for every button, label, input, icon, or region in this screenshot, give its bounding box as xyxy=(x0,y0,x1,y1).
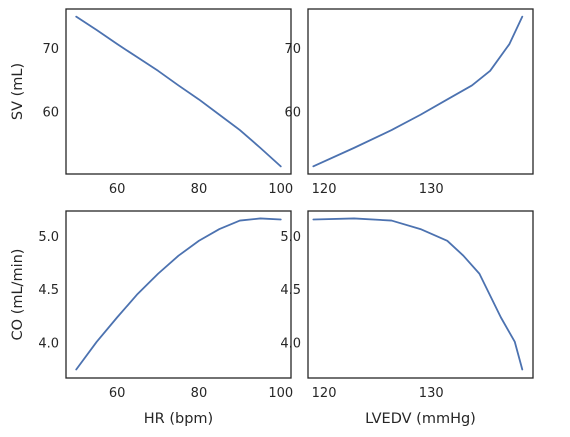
subplots: 60 80 100 60 70 SV (mL) 120 130 60 70 60 80 100 4.0 4.… xyxy=(10,8,534,427)
y-tick-label: 4.5 xyxy=(280,283,301,298)
subplot-4: 120 130 4.0 4.5 5.0 LVEDV (mmHg) xyxy=(280,210,534,427)
subplot-1: 60 80 100 60 70 SV (mL) xyxy=(10,8,293,197)
x-tick-label: 120 xyxy=(312,182,337,197)
x-axis-label: HR (bpm) xyxy=(144,411,213,427)
y-axis-label: CO (mL/min) xyxy=(10,249,26,341)
axes-frame xyxy=(307,210,534,379)
subplot-3: 60 80 100 4.0 4.5 5.0 HR (bpm) CO (mL/min) xyxy=(10,210,293,427)
y-tick-label: 5.0 xyxy=(38,230,59,245)
y-tick-label: 70 xyxy=(42,42,59,57)
x-tick-label: 100 xyxy=(268,182,293,197)
x-tick-label: 120 xyxy=(312,386,337,401)
axes-frame xyxy=(65,210,292,379)
y-tick-label: 70 xyxy=(284,42,301,57)
y-tick-label: 5.0 xyxy=(280,230,301,245)
x-tick-label: 80 xyxy=(191,386,208,401)
x-tick-label: 80 xyxy=(191,182,208,197)
x-tick-label: 130 xyxy=(419,386,444,401)
series-line-1 xyxy=(312,15,524,168)
x-tick-label: 100 xyxy=(268,386,293,401)
y-tick-label: 60 xyxy=(284,106,301,121)
x-tick-label: 60 xyxy=(109,386,126,401)
axes-frame xyxy=(307,8,534,175)
x-tick-label: 60 xyxy=(109,182,126,197)
y-tick-label: 4.5 xyxy=(38,283,59,298)
y-tick-label: 4.0 xyxy=(280,336,301,351)
series-line-1 xyxy=(75,15,282,168)
series-line-1 xyxy=(75,217,282,371)
y-tick-label: 60 xyxy=(42,106,59,121)
y-axis-label: SV (mL) xyxy=(10,63,26,120)
x-axis-label: LVEDV (mmHg) xyxy=(365,411,476,427)
x-tick-label: 130 xyxy=(419,182,444,197)
series-line-1 xyxy=(312,217,524,371)
axes-frame xyxy=(65,8,292,175)
subplot-2: 120 130 60 70 xyxy=(284,8,534,197)
y-tick-label: 4.0 xyxy=(38,336,59,351)
